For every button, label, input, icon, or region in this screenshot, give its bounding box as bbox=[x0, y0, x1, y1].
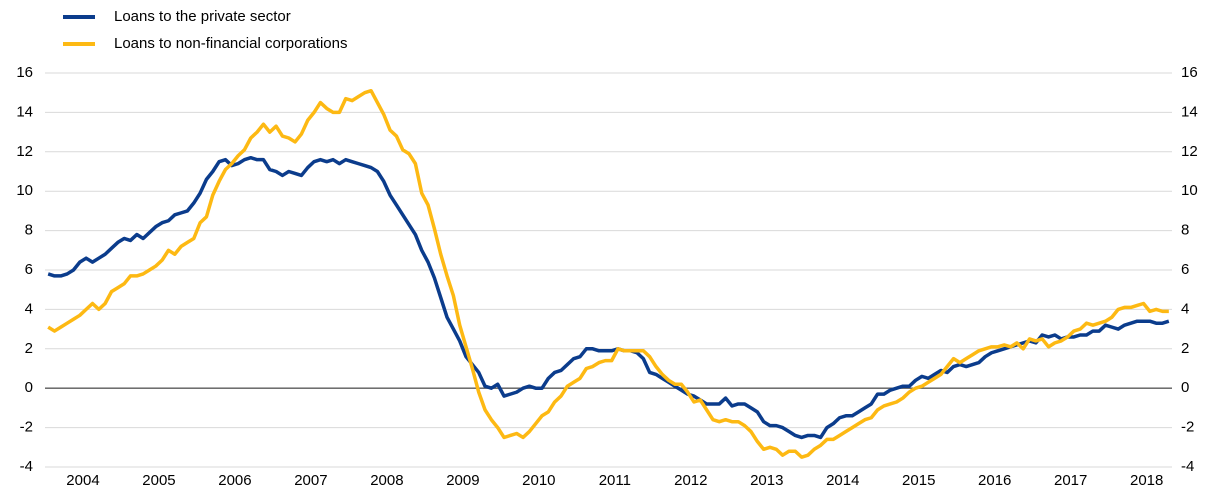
x-tick-label: 2013 bbox=[750, 472, 783, 489]
y2-tick-label: 12 bbox=[1181, 143, 1198, 160]
y-tick-label: 10 bbox=[16, 182, 33, 199]
legend-label: Loans to non-financial corporations bbox=[114, 35, 347, 52]
x-tick-label: 2007 bbox=[294, 472, 327, 489]
series-line bbox=[47, 155, 1170, 440]
x-tick-label: 2014 bbox=[826, 472, 859, 489]
x-tick-label: 2015 bbox=[902, 472, 935, 489]
y2-tick-label: 2 bbox=[1181, 340, 1189, 357]
x-tick-label: 2009 bbox=[446, 472, 479, 489]
y-tick-label: -4 bbox=[20, 458, 33, 475]
y-tick-label: 2 bbox=[25, 340, 33, 357]
y2-tick-label: 6 bbox=[1181, 261, 1189, 278]
x-tick-label: 2006 bbox=[218, 472, 251, 489]
y-tick-label: 16 bbox=[16, 64, 33, 81]
x-tick-label: 2005 bbox=[142, 472, 175, 489]
y2-tick-label: 14 bbox=[1181, 103, 1198, 120]
x-tick-label: 2004 bbox=[66, 472, 99, 489]
x-tick-label: 2017 bbox=[1054, 472, 1087, 489]
y2-tick-label: 0 bbox=[1181, 379, 1189, 396]
y-tick-label: -2 bbox=[20, 419, 33, 436]
y-tick-label: 12 bbox=[16, 143, 33, 160]
y-tick-label: 8 bbox=[25, 222, 33, 239]
y2-tick-label: 10 bbox=[1181, 182, 1198, 199]
y2-tick-label: -4 bbox=[1181, 458, 1194, 475]
legend-label: Loans to the private sector bbox=[114, 8, 291, 25]
x-tick-label: 2016 bbox=[978, 472, 1011, 489]
y2-tick-label: 4 bbox=[1181, 300, 1189, 317]
y-tick-label: 6 bbox=[25, 261, 33, 278]
y2-tick-label: -2 bbox=[1181, 419, 1194, 436]
series-line bbox=[47, 88, 1169, 459]
x-tick-label: 2012 bbox=[674, 472, 707, 489]
y-tick-label: 0 bbox=[25, 379, 33, 396]
y-tick-label: 4 bbox=[25, 300, 33, 317]
x-tick-label: 2008 bbox=[370, 472, 403, 489]
x-tick-label: 2010 bbox=[522, 472, 555, 489]
y2-tick-label: 8 bbox=[1181, 222, 1189, 239]
x-tick-label: 2018 bbox=[1130, 472, 1163, 489]
y-tick-label: 14 bbox=[16, 103, 33, 120]
x-tick-label: 2011 bbox=[599, 472, 631, 489]
y2-tick-label: 16 bbox=[1181, 64, 1198, 81]
